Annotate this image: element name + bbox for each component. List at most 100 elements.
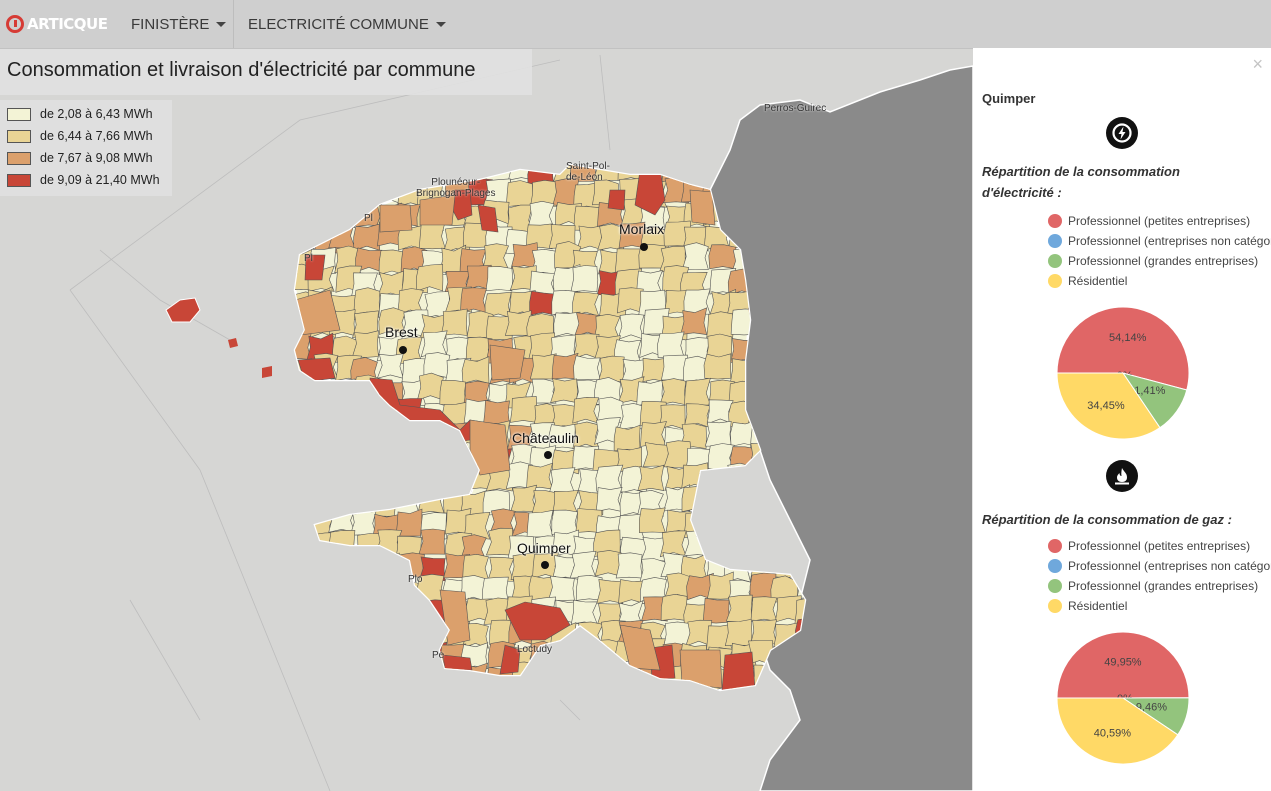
commune-polygon[interactable]: [309, 401, 338, 427]
commune-polygon[interactable]: [592, 689, 620, 714]
commune-polygon[interactable]: [377, 686, 405, 714]
commune-polygon[interactable]: [288, 200, 315, 227]
commune-polygon[interactable]: [304, 254, 326, 281]
commune-polygon[interactable]: [702, 597, 730, 624]
commune-polygon[interactable]: [395, 596, 422, 621]
commune-polygon[interactable]: [285, 332, 312, 360]
commune-polygon[interactable]: [372, 552, 401, 578]
commune-polygon[interactable]: [372, 596, 400, 625]
commune-polygon[interactable]: [615, 684, 642, 710]
commune-polygon[interactable]: [619, 624, 661, 671]
commune-polygon[interactable]: [525, 223, 553, 250]
commune-polygon[interactable]: [660, 593, 688, 621]
commune-polygon[interactable]: [512, 692, 538, 716]
commune-polygon[interactable]: [415, 263, 444, 292]
commune-polygon[interactable]: [442, 688, 470, 714]
commune-polygon[interactable]: [575, 574, 603, 601]
commune-polygon[interactable]: [286, 534, 313, 561]
commune-polygon[interactable]: [730, 687, 758, 715]
pie-slice[interactable]: [1056, 631, 1190, 699]
commune-polygon[interactable]: [704, 691, 730, 716]
commune-polygon[interactable]: [505, 180, 534, 208]
commune-polygon[interactable]: [372, 419, 400, 445]
commune-polygon[interactable]: [596, 579, 624, 604]
commune-polygon[interactable]: [394, 419, 422, 445]
commune-polygon[interactable]: [750, 514, 778, 539]
commune-polygon[interactable]: [419, 194, 456, 226]
commune-polygon[interactable]: [355, 533, 383, 560]
commune-polygon[interactable]: [684, 160, 713, 186]
commune-polygon[interactable]: [329, 181, 356, 209]
commune-polygon[interactable]: [420, 681, 448, 709]
commune-polygon[interactable]: [287, 689, 314, 714]
commune-polygon[interactable]: [460, 287, 487, 313]
pie-slice[interactable]: [1056, 697, 1179, 765]
commune-polygon[interactable]: [354, 615, 381, 644]
commune-polygon[interactable]: [419, 442, 447, 468]
commune-polygon[interactable]: [288, 464, 315, 491]
commune-polygon[interactable]: [331, 619, 360, 647]
commune-polygon[interactable]: [416, 619, 444, 647]
commune-polygon[interactable]: [333, 443, 361, 470]
commune-polygon[interactable]: [439, 589, 471, 646]
articque-logo[interactable]: ARTICQUE: [6, 12, 108, 36]
commune-polygon[interactable]: [443, 444, 471, 472]
commune-polygon[interactable]: [595, 663, 623, 689]
commune-polygon[interactable]: [681, 242, 709, 270]
commune-polygon[interactable]: [330, 420, 359, 448]
commune-polygon[interactable]: [772, 528, 800, 556]
commune-polygon[interactable]: [489, 344, 526, 381]
commune-polygon[interactable]: [284, 513, 311, 539]
commune-polygon[interactable]: [354, 464, 381, 493]
pie-legend-item[interactable]: Professionnel (entreprises non catégoris…: [1048, 233, 1271, 249]
commune-polygon[interactable]: [570, 265, 599, 293]
commune-polygon[interactable]: [353, 688, 382, 714]
commune-polygon[interactable]: [399, 669, 427, 694]
commune-polygon[interactable]: [328, 507, 356, 533]
commune-polygon[interactable]: [374, 664, 402, 691]
commune-polygon[interactable]: [286, 638, 314, 666]
commune-polygon[interactable]: [327, 200, 356, 229]
commune-polygon[interactable]: [355, 178, 384, 204]
commune-polygon[interactable]: [284, 180, 311, 206]
pie-legend-item[interactable]: Professionnel (entreprises non catégoris…: [1048, 558, 1271, 574]
commune-polygon[interactable]: [445, 465, 472, 492]
commune-polygon[interactable]: [331, 485, 359, 512]
commune-polygon[interactable]: [333, 404, 361, 431]
commune-polygon[interactable]: [416, 372, 444, 401]
commune-polygon[interactable]: [552, 688, 580, 716]
commune-polygon[interactable]: [572, 686, 600, 713]
commune-polygon[interactable]: [615, 552, 643, 579]
commune-polygon[interactable]: [613, 424, 641, 452]
commune-polygon[interactable]: [328, 221, 356, 249]
commune-polygon[interactable]: [394, 447, 422, 473]
commune-polygon[interactable]: [353, 443, 381, 470]
gas-pie-chart[interactable]: 49,95%0%9,46%40,59%: [1053, 628, 1193, 768]
commune-polygon[interactable]: [607, 189, 626, 211]
commune-polygon[interactable]: [374, 179, 403, 205]
commune-polygon[interactable]: [549, 646, 577, 672]
commune-polygon[interactable]: [728, 488, 756, 516]
commune-polygon[interactable]: [307, 493, 335, 518]
commune-polygon[interactable]: [305, 382, 333, 408]
commune-polygon[interactable]: [351, 558, 379, 585]
commune-polygon[interactable]: [499, 644, 521, 675]
commune-polygon[interactable]: [418, 528, 446, 555]
commune-polygon[interactable]: [724, 618, 753, 647]
commune-polygon[interactable]: [552, 448, 580, 475]
commune-polygon[interactable]: [595, 487, 623, 513]
commune-polygon[interactable]: [526, 509, 554, 538]
commune-polygon[interactable]: [397, 647, 424, 672]
commune-polygon[interactable]: [306, 641, 334, 668]
commune-polygon[interactable]: [421, 461, 449, 489]
commune-polygon[interactable]: [333, 641, 361, 667]
commune-polygon[interactable]: [418, 220, 446, 250]
commune-polygon[interactable]: [704, 420, 732, 447]
commune-polygon[interactable]: [684, 377, 711, 406]
commune-polygon[interactable]: [551, 509, 579, 535]
region-dropdown[interactable]: FINISTÈRE: [131, 0, 227, 48]
commune-polygon[interactable]: [332, 467, 359, 496]
pie-slice[interactable]: [1056, 306, 1190, 391]
commune-polygon[interactable]: [573, 640, 601, 667]
commune-polygon[interactable]: [350, 158, 378, 184]
